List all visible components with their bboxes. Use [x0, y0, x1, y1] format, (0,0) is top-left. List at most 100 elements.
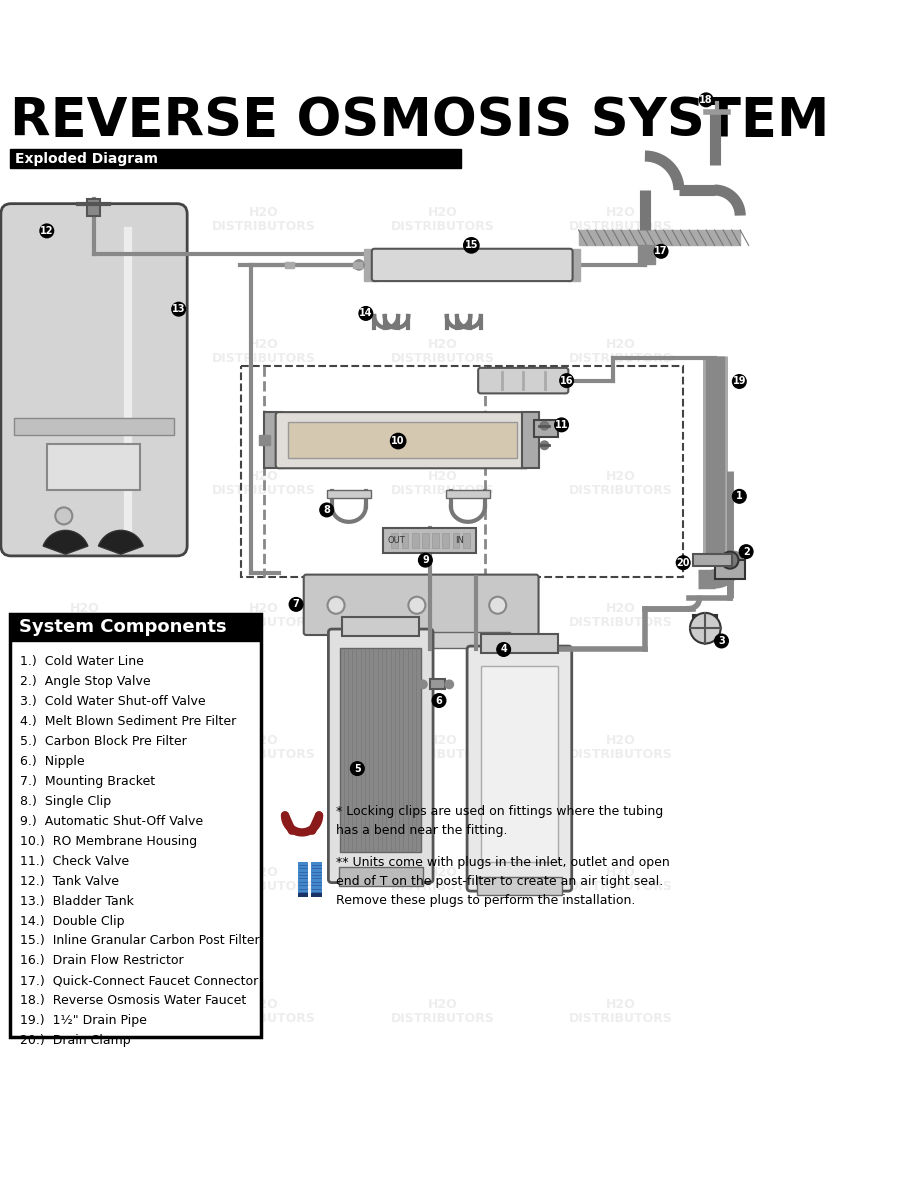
Text: IN: IN — [455, 536, 464, 545]
Text: H2O
DISTRIBUTORS: H2O DISTRIBUTORS — [212, 206, 316, 233]
Circle shape — [739, 545, 753, 559]
Circle shape — [354, 259, 364, 270]
Bar — [47, 443, 140, 490]
Text: H2O
DISTRIBUTORS: H2O DISTRIBUTORS — [212, 470, 316, 498]
Bar — [442, 533, 450, 548]
Text: 15.)  Inline Granular Carbon Post Filter: 15.) Inline Granular Carbon Post Filter — [21, 935, 260, 948]
Bar — [422, 533, 429, 548]
Bar — [342, 617, 420, 635]
Text: 19.)  1½" Drain Pipe: 19.) 1½" Drain Pipe — [21, 1014, 147, 1027]
Bar — [693, 615, 717, 631]
Text: 5.)  Carbon Block Pre Filter: 5.) Carbon Block Pre Filter — [21, 735, 187, 747]
Text: H2O
DISTRIBUTORS: H2O DISTRIBUTORS — [569, 602, 673, 628]
Text: 19: 19 — [733, 376, 746, 387]
Circle shape — [172, 302, 185, 316]
Text: H2O
DISTRIBUTORS: H2O DISTRIBUTORS — [569, 206, 673, 233]
Text: 12: 12 — [40, 226, 54, 236]
Bar — [638, 245, 655, 264]
Text: * Locking clips are used on fittings where the tubing
has a bend near the fittin: * Locking clips are used on fittings whe… — [336, 805, 663, 837]
Wedge shape — [98, 531, 143, 554]
Bar — [534, 420, 558, 436]
Text: 2: 2 — [743, 547, 750, 556]
Circle shape — [419, 680, 427, 689]
Text: H2O
DISTRIBUTORS: H2O DISTRIBUTORS — [212, 338, 316, 365]
Text: 10.)  RO Membrane Housing: 10.) RO Membrane Housing — [21, 835, 198, 848]
Bar — [260, 435, 270, 446]
Text: H2O
DISTRIBUTORS: H2O DISTRIBUTORS — [33, 206, 137, 233]
Wedge shape — [43, 531, 88, 554]
Text: H2O
DISTRIBUTORS: H2O DISTRIBUTORS — [212, 733, 316, 760]
Text: H2O
DISTRIBUTORS: H2O DISTRIBUTORS — [33, 602, 137, 628]
Bar — [567, 249, 580, 281]
Circle shape — [497, 643, 511, 657]
Text: 14.)  Double Clip: 14.) Double Clip — [21, 915, 125, 928]
Bar — [430, 679, 445, 690]
Text: 14: 14 — [359, 309, 372, 318]
Text: H2O
DISTRIBUTORS: H2O DISTRIBUTORS — [390, 997, 494, 1025]
Text: 9: 9 — [422, 555, 429, 565]
Bar — [311, 893, 322, 897]
Text: H2O
DISTRIBUTORS: H2O DISTRIBUTORS — [390, 602, 494, 628]
Circle shape — [390, 434, 405, 449]
Text: H2O
DISTRIBUTORS: H2O DISTRIBUTORS — [212, 997, 316, 1025]
Bar — [402, 533, 408, 548]
Text: H2O
DISTRIBUTORS: H2O DISTRIBUTORS — [569, 997, 673, 1025]
Text: H2O
DISTRIBUTORS: H2O DISTRIBUTORS — [212, 602, 316, 628]
Text: 16: 16 — [560, 376, 574, 386]
Bar — [298, 893, 308, 897]
Text: 6: 6 — [436, 696, 442, 705]
Text: 1: 1 — [736, 492, 743, 501]
Circle shape — [320, 503, 334, 516]
Text: 4.)  Melt Blown Sediment Pre Filter: 4.) Melt Blown Sediment Pre Filter — [21, 714, 236, 727]
Bar — [326, 489, 371, 498]
Circle shape — [489, 597, 506, 614]
Text: H2O
DISTRIBUTORS: H2O DISTRIBUTORS — [33, 997, 137, 1025]
Bar — [364, 249, 377, 281]
Bar — [477, 877, 562, 895]
Circle shape — [56, 507, 72, 525]
Circle shape — [555, 419, 568, 432]
Bar — [298, 862, 308, 895]
Circle shape — [464, 238, 479, 253]
Bar — [391, 533, 398, 548]
Text: H2O
DISTRIBUTORS: H2O DISTRIBUTORS — [390, 206, 494, 233]
Text: H2O
DISTRIBUTORS: H2O DISTRIBUTORS — [390, 733, 494, 760]
Text: H2O
DISTRIBUTORS: H2O DISTRIBUTORS — [33, 865, 137, 893]
Bar — [339, 868, 423, 885]
Text: 8.)  Single Clip: 8.) Single Clip — [21, 795, 111, 808]
Text: 1.)  Cold Water Line: 1.) Cold Water Line — [21, 654, 145, 667]
Circle shape — [560, 374, 574, 388]
Bar — [481, 666, 558, 862]
Bar — [452, 533, 459, 548]
Circle shape — [722, 552, 738, 568]
Circle shape — [40, 224, 54, 238]
FancyBboxPatch shape — [478, 368, 568, 394]
FancyBboxPatch shape — [304, 574, 539, 635]
Circle shape — [408, 597, 425, 614]
Bar — [693, 554, 732, 566]
Text: H2O
DISTRIBUTORS: H2O DISTRIBUTORS — [33, 470, 137, 498]
Circle shape — [540, 421, 548, 430]
Text: 7: 7 — [293, 599, 299, 610]
FancyBboxPatch shape — [276, 413, 530, 468]
Text: System Components: System Components — [19, 618, 227, 637]
Text: 18: 18 — [699, 94, 713, 105]
Bar — [332, 632, 511, 647]
Text: H2O
DISTRIBUTORS: H2O DISTRIBUTORS — [33, 733, 137, 760]
Text: 8: 8 — [324, 505, 330, 515]
Text: 6.)  Nipple: 6.) Nipple — [21, 755, 85, 768]
Text: 3: 3 — [718, 635, 725, 646]
Text: 20: 20 — [676, 558, 690, 568]
Bar — [10, 150, 461, 167]
Text: 20.)  Drain Clamp: 20.) Drain Clamp — [21, 1034, 131, 1047]
Text: 11.)  Check Valve: 11.) Check Valve — [21, 855, 129, 868]
Circle shape — [676, 555, 690, 569]
Text: 17: 17 — [654, 246, 668, 256]
Text: H2O
DISTRIBUTORS: H2O DISTRIBUTORS — [569, 470, 673, 498]
Text: 13: 13 — [172, 304, 185, 314]
Circle shape — [351, 762, 364, 776]
Circle shape — [733, 489, 746, 503]
Bar — [10, 614, 262, 1038]
Text: 11: 11 — [555, 420, 568, 430]
Text: 4: 4 — [501, 645, 507, 654]
